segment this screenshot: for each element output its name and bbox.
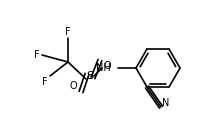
Text: F: F: [34, 50, 40, 60]
Text: F: F: [42, 77, 48, 87]
Text: N: N: [162, 98, 169, 108]
Text: F: F: [65, 27, 71, 37]
Text: NH: NH: [96, 63, 111, 73]
Text: O: O: [69, 81, 77, 91]
Text: O: O: [104, 61, 112, 71]
Text: S: S: [86, 71, 94, 81]
